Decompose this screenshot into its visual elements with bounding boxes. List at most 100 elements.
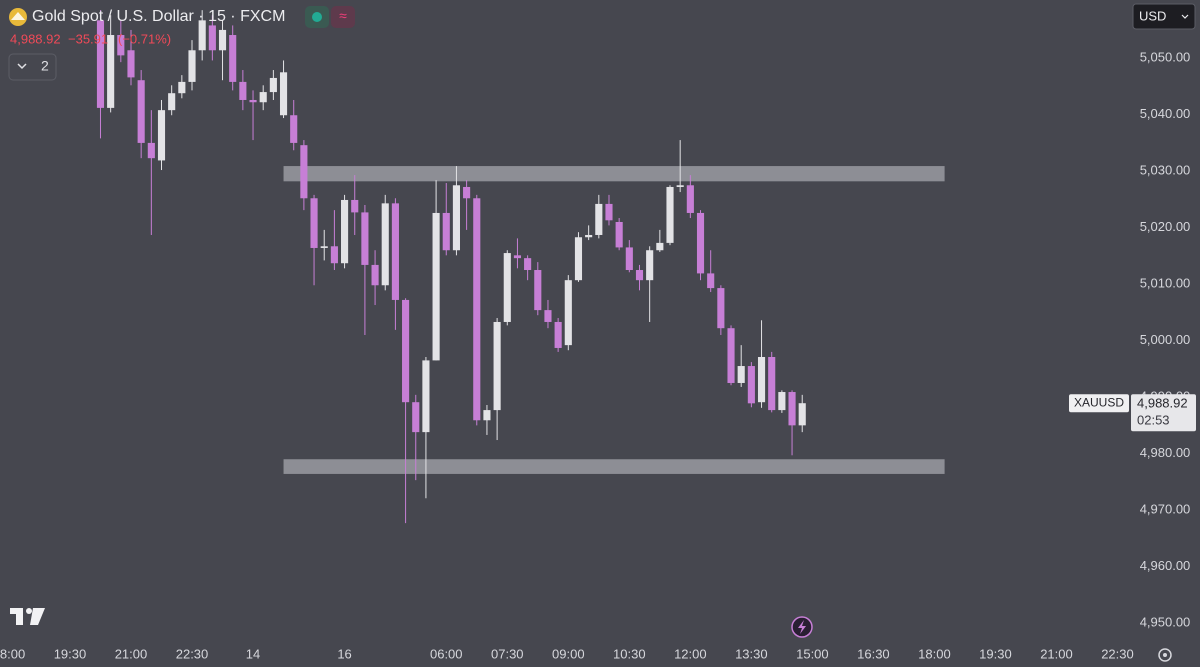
candle-body [432, 212, 440, 361]
candle-body [137, 80, 145, 143]
candle-body [747, 366, 755, 404]
x-tick-label: 18:00 [918, 646, 951, 661]
candle-body [198, 20, 206, 51]
x-tick-label: 14 [246, 646, 260, 661]
candle-body [707, 273, 715, 289]
candle-body [646, 250, 654, 281]
candle-body [107, 35, 115, 108]
candle-body [493, 321, 501, 411]
y-tick-label: 4,960.00 [1140, 558, 1191, 573]
y-tick-label: 5,020.00 [1140, 219, 1191, 234]
x-tick-label: 13:30 [735, 646, 768, 661]
x-tick-label: 19:30 [979, 646, 1012, 661]
indicators-toggle[interactable] [8, 53, 57, 81]
data-status-icon: ≈ [339, 8, 347, 24]
candle-body [727, 328, 735, 383]
y-tick-label: 5,030.00 [1140, 163, 1191, 178]
symbol-tag-text: XAUUSD [1074, 395, 1124, 409]
alert-bolt [798, 620, 806, 634]
candle-body [218, 29, 227, 51]
plot-area [96, 10, 945, 524]
x-tick-label: 18:00 [0, 646, 25, 661]
y-tick-label: 5,050.00 [1140, 50, 1191, 65]
candle-body [290, 115, 298, 143]
candle-body [788, 392, 796, 426]
y-tick-label: 4,950.00 [1140, 614, 1191, 629]
candle-body [717, 288, 725, 329]
candle-body [564, 280, 572, 346]
x-tick-label: 16:30 [857, 646, 890, 661]
candle-body [737, 366, 745, 383]
candle-body [412, 402, 420, 433]
candle-body [452, 185, 460, 251]
chevron [17, 63, 27, 70]
symbol-title[interactable]: Gold Spot / U.S. Dollar · 15 · FXCM [32, 8, 285, 25]
candle-body [595, 203, 603, 235]
logo [10, 608, 45, 625]
candle-body [666, 186, 674, 243]
candle-body [768, 356, 776, 411]
candle-body [524, 258, 532, 271]
settings-button[interactable] [1158, 648, 1172, 662]
x-axis: 18:00 19:30 21:00 22:30 14 16 06:00 07:30 09:00 1… [0, 646, 1134, 661]
candle-body [371, 264, 379, 286]
candle-body [351, 199, 359, 213]
candle-body [676, 185, 684, 187]
candle-body [168, 93, 176, 111]
candle-body [778, 392, 786, 411]
candle-body [96, 20, 105, 108]
zone [283, 459, 945, 474]
candle-body [422, 360, 430, 433]
candle-body [544, 310, 552, 322]
candle-body [534, 270, 542, 311]
y-tick-label: 5,000.00 [1140, 332, 1191, 347]
candle-body [585, 234, 593, 238]
x-tick-label: 21:00 [1040, 646, 1073, 661]
candle-body [473, 198, 481, 421]
candle-body [269, 77, 277, 93]
candle-body [798, 403, 806, 426]
x-tick-label: 10:30 [613, 646, 646, 661]
symbol-icon-mark [11, 12, 25, 20]
candle-body [239, 81, 247, 100]
candle-body [320, 246, 328, 248]
candle-body [391, 203, 399, 300]
candle-body [696, 212, 705, 274]
candle-body [341, 199, 349, 264]
candle-body [127, 50, 135, 78]
x-tick-label: 19:30 [54, 646, 87, 661]
countdown-text: 02:53 [1137, 413, 1170, 428]
candle-body [615, 221, 623, 248]
x-tick-label: 22:30 [1101, 646, 1134, 661]
candle-body [279, 72, 288, 116]
candle-body [259, 92, 267, 103]
data-status[interactable] [331, 6, 355, 28]
symbol-tag [1069, 394, 1129, 413]
settings-center [1163, 653, 1167, 657]
x-tick-label: 16 [337, 646, 351, 661]
x-tick-label: 09:00 [552, 646, 585, 661]
candle-body [330, 246, 338, 264]
candle-body [310, 198, 318, 248]
candle-body [147, 142, 155, 159]
candle-body [463, 186, 471, 199]
candle-body [513, 255, 522, 259]
candle-body [554, 321, 562, 348]
candle-body [178, 81, 186, 94]
candle-body [656, 242, 664, 251]
x-tick-label: 06:00 [430, 646, 463, 661]
currency-label: USD [1139, 8, 1166, 23]
market-status-dot [312, 12, 322, 22]
candle-body [635, 270, 644, 281]
currency-button[interactable] [1132, 3, 1196, 30]
candle-body [605, 203, 613, 221]
y-tick-label: 4,980.00 [1140, 445, 1191, 460]
x-tick-label: 21:00 [115, 646, 148, 661]
candle-body [381, 203, 389, 286]
x-tick-label: 15:00 [796, 646, 829, 661]
last-price: 4,988.92 [10, 31, 61, 46]
price-change: −35.91 [68, 31, 108, 46]
